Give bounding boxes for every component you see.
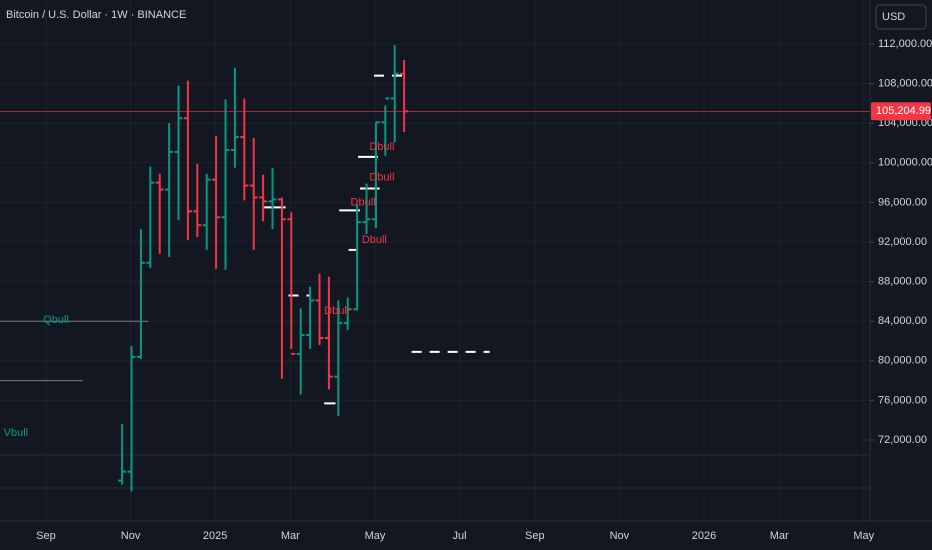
annotation: Dbull <box>362 234 387 246</box>
y-tick-label: 92,000.00 <box>878 236 927 248</box>
x-tick-label: Mar <box>770 530 789 542</box>
y-tick-label: 100,000.00 <box>878 157 932 169</box>
x-tick-label: Jul <box>453 530 467 542</box>
chart-title: Bitcoin / U.S. Dollar · 1W · BINANCE <box>6 9 186 21</box>
x-tick-label: Sep <box>36 530 56 542</box>
annotation: Dbull <box>369 172 394 184</box>
y-tick-label: 112,000.00 <box>878 38 932 50</box>
x-tick-label: Nov <box>121 530 141 542</box>
y-tick-label: 80,000.00 <box>878 355 927 367</box>
currency-label[interactable]: USD <box>882 11 905 23</box>
annotation: Dbull <box>369 141 394 153</box>
currency-button[interactable] <box>875 4 927 30</box>
price-label: 105,204.99 <box>876 105 931 117</box>
y-tick-label: 88,000.00 <box>878 276 927 288</box>
y-tick-label: 96,000.00 <box>878 196 927 208</box>
annotation: Dbull <box>324 305 349 317</box>
annotation: Vbull <box>4 427 28 439</box>
y-tick-label: 72,000.00 <box>878 434 927 446</box>
y-tick-label: 76,000.00 <box>878 394 927 406</box>
annotation: Qbull <box>43 314 69 326</box>
x-tick-label: May <box>853 530 874 542</box>
price-label-bg <box>871 102 931 121</box>
annotation: Dbull <box>351 196 376 208</box>
x-tick-label: Mar <box>281 530 300 542</box>
y-tick-label: 108,000.00 <box>878 78 932 90</box>
y-tick-label: 84,000.00 <box>878 315 927 327</box>
x-tick-label: 2026 <box>692 530 716 542</box>
x-tick-label: May <box>365 530 386 542</box>
x-tick-label: Sep <box>525 530 545 542</box>
x-tick-label: Nov <box>610 530 630 542</box>
x-tick-label: 2025 <box>203 530 227 542</box>
